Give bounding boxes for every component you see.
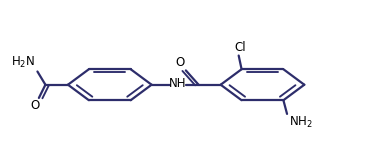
Text: O: O	[176, 56, 185, 69]
Text: NH: NH	[169, 77, 187, 90]
Text: Cl: Cl	[234, 41, 246, 54]
Text: NH$_2$: NH$_2$	[289, 115, 313, 130]
Text: O: O	[30, 99, 39, 112]
Text: H$_2$N: H$_2$N	[11, 54, 36, 70]
